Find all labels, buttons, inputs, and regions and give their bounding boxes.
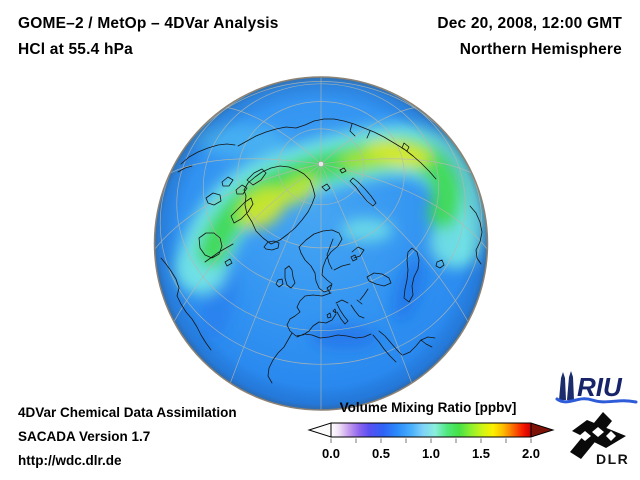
riu-wave-icon [555,397,638,404]
riu-cathedral-icon [567,371,574,400]
coastlines [160,118,483,384]
colorbar-tick-label: 2.0 [521,446,541,461]
dlr-diamond-cutout [592,427,604,437]
colorbar [307,422,555,443]
globe [153,76,489,411]
colorbar-tick-marks [330,438,532,443]
graticule [154,77,488,410]
colorbar-tick-label: 1.0 [421,446,441,461]
riu-logo: RIU [555,371,638,404]
globe-rim [153,76,489,411]
dlr-diamond-cutout [579,431,591,441]
header-region: Northern Hemisphere [459,41,622,58]
colorbar-tick-label: 1.5 [471,446,491,461]
dlr-logo: DLR [570,412,629,467]
footer-line-version: SACADA Version 1.7 [18,429,151,444]
dlr-logo-text: DLR [596,451,629,467]
page-subtitle: HCl at 55.4 hPa [18,41,133,58]
colorbar-title: Volume Mixing Ratio [ppbv] [339,400,517,415]
colorbar-left-arrow [307,422,332,438]
footer-line-url: http://wdc.dlr.de [18,453,122,468]
riu-logo-text: RIU [577,372,623,402]
north-pole-marker [318,161,324,167]
header-datetime: Dec 20, 2008, 12:00 GMT [437,15,622,32]
page-title: GOME–2 / MetOp – 4DVar Analysis [18,15,279,32]
colorbar-tick-label: 0.0 [321,446,341,461]
colorbar-gradient [330,422,532,438]
footer-line-assimilation: 4DVar Chemical Data Assimilation [18,405,237,420]
riu-cathedral-icon [559,372,566,400]
colorbar-tick-label: 0.5 [371,446,391,461]
dlr-diamond-cutout [606,431,616,441]
colorbar-right-arrow [530,422,555,438]
